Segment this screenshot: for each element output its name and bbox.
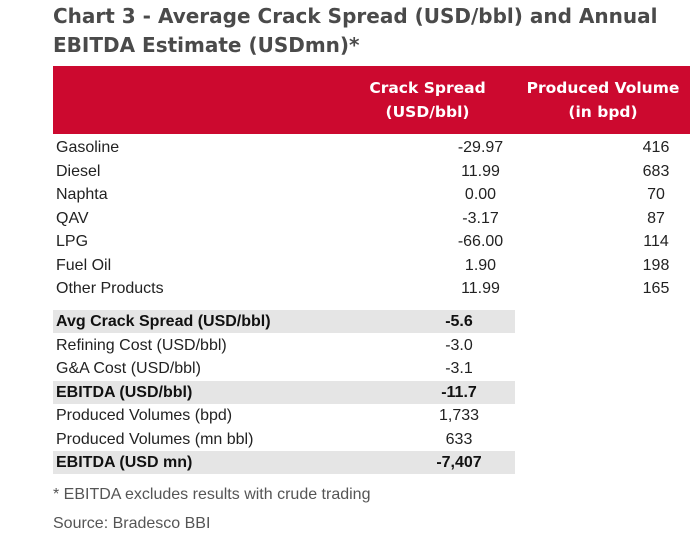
chart-title: Chart 3 - Average Crack Spread (USD/bbl)… xyxy=(53,4,658,57)
header-crack-line2: (USD/bbl) xyxy=(385,103,470,121)
summary-row: EBITDA (USD/bbl) -11.7 xyxy=(53,380,515,404)
row-label: Fuel Oil xyxy=(56,256,112,274)
summary-row: Produced Volumes (mn bbl) 633 xyxy=(53,428,515,451)
crack-spread-value: 11.99 xyxy=(461,280,500,297)
header-produced-volume: Produced Volume (in bpd) xyxy=(516,76,690,124)
row-label: QAV xyxy=(56,209,89,227)
summary-value: -3.0 xyxy=(445,336,473,354)
crack-spread-value: 0.00 xyxy=(464,186,497,203)
row-label: Gasoline xyxy=(56,139,120,156)
summary-label: Refining Cost (USD/bbl) xyxy=(56,336,227,354)
produced-volume-value: 165 xyxy=(642,280,670,297)
summary-label: Produced Volumes (bpd) xyxy=(56,407,233,424)
summary-label: G&A Cost (USD/bbl) xyxy=(56,360,201,377)
table-row: Gasoline -29.97 416 xyxy=(53,136,690,159)
summary-value: -5.6 xyxy=(445,313,473,330)
summary-value: 1,733 xyxy=(438,407,480,424)
produced-volume-value: 114 xyxy=(643,233,669,250)
produced-volume-value: 683 xyxy=(642,162,670,180)
crack-spread-value: -29.97 xyxy=(457,139,504,156)
summary-label: Avg Crack Spread (USD/bbl) xyxy=(56,313,271,330)
summary-label: EBITDA (USD mn) xyxy=(56,454,193,471)
produced-volume-value: 87 xyxy=(647,209,665,227)
summary-label: Produced Volumes (mn bbl) xyxy=(56,430,254,448)
summary-row: EBITDA (USD mn) -7,407 xyxy=(53,451,515,474)
row-label: Other Products xyxy=(56,280,164,297)
table-row: Diesel 11.99 683 xyxy=(53,160,690,183)
summary-value: -3.1 xyxy=(445,360,473,377)
table-row: Naphta 0.00 70 xyxy=(53,183,690,206)
produced-volume-value: 416 xyxy=(642,139,670,156)
summary-value: 633 xyxy=(445,430,473,448)
summary-row: Avg Crack Spread (USD/bbl) -5.6 xyxy=(53,310,515,333)
table-row: LPG -66.00 114 xyxy=(53,230,690,253)
produced-volume-value: 70 xyxy=(647,186,665,203)
produced-volume-value: 198 xyxy=(642,256,670,274)
summary-row: Refining Cost (USD/bbl) -3.0 xyxy=(53,334,515,357)
table-row: QAV -3.17 87 xyxy=(53,207,690,230)
table-row: Fuel Oil 1.90 198 xyxy=(53,254,690,277)
header-volume-line2: (in bpd) xyxy=(568,103,638,121)
summary-row: G&A Cost (USD/bbl) -3.1 xyxy=(53,357,515,380)
summary-value: -7,407 xyxy=(436,454,482,471)
table-row: Other Products 11.99 165 xyxy=(53,277,690,300)
footnote: * EBITDA excludes results with crude tra… xyxy=(53,486,371,503)
summary-value: -11.7 xyxy=(441,383,477,401)
row-label: Diesel xyxy=(56,162,101,180)
table-header-band xyxy=(53,66,690,134)
summary-label: EBITDA (USD/bbl) xyxy=(56,383,193,401)
crack-spread-value: 11.99 xyxy=(461,162,500,180)
header-crack-spread: Crack Spread (USD/bbl) xyxy=(350,76,505,124)
summary-row: Produced Volumes (bpd) 1,733 xyxy=(53,404,515,427)
row-label: Naphta xyxy=(56,186,108,203)
crack-spread-value: -66.00 xyxy=(457,233,504,250)
source-note: Source: Bradesco BBI xyxy=(53,515,211,532)
crack-spread-value: 1.90 xyxy=(464,256,497,274)
header-volume-line1: Produced Volume xyxy=(526,79,680,97)
header-crack-line1: Crack Spread xyxy=(369,79,486,97)
crack-spread-value: -3.17 xyxy=(462,209,499,227)
row-label: LPG xyxy=(56,233,89,250)
